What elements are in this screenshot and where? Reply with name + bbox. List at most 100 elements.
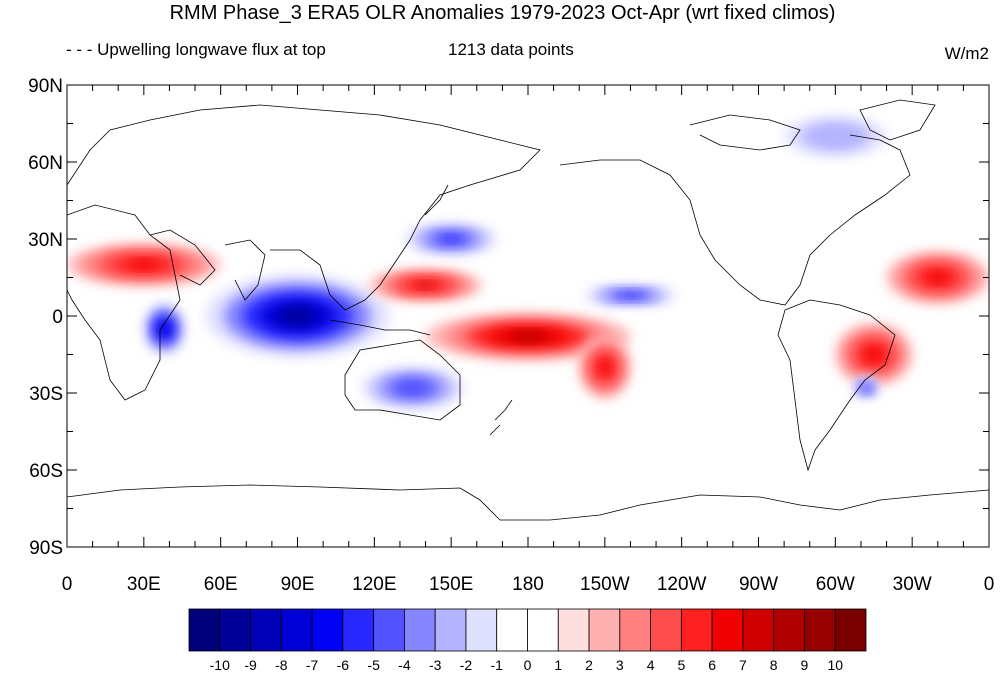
coastline-antarctica xyxy=(67,484,989,521)
colorbar-label: 8 xyxy=(770,657,778,673)
anomaly-contour xyxy=(599,361,610,374)
colorbar-label: 3 xyxy=(616,657,624,673)
coastline-eurasia xyxy=(67,104,541,221)
coastline-north-america xyxy=(559,134,911,306)
colorbar-label: -8 xyxy=(275,657,288,673)
anomaly-australia-negative xyxy=(361,367,464,409)
colorbar-label: -7 xyxy=(306,657,319,673)
anomaly-brazil-positive xyxy=(835,323,913,386)
coastline-arctic-islands xyxy=(689,114,801,151)
colorbar-swatch xyxy=(434,608,467,652)
anomaly-arabia-positive xyxy=(67,244,221,286)
lon-tick-label: 120E xyxy=(352,574,396,595)
anomaly-contour xyxy=(621,293,640,298)
colorbar-swatch xyxy=(804,608,836,652)
lat-tick-label: 30N xyxy=(28,230,63,251)
anomaly-contour xyxy=(927,272,949,283)
colorbar-swatch xyxy=(650,608,682,652)
colorbar-swatch xyxy=(773,608,805,652)
lon-tick-label: 60W xyxy=(816,574,855,595)
colorbar-label: -2 xyxy=(460,657,473,673)
coastline-australia xyxy=(344,339,461,421)
data-points-label: 1213 data points xyxy=(448,40,574,59)
colorbar-label: 10 xyxy=(827,657,843,673)
lat-tick-label: 0 xyxy=(52,307,63,328)
lon-tick-label: 90E xyxy=(281,574,315,595)
anomaly-pacific-central-positive xyxy=(425,313,631,360)
anomaly-contour xyxy=(402,383,423,392)
colorbar-swatch xyxy=(619,608,651,652)
colorbar-swatch xyxy=(588,608,621,652)
lat-tick-label: 60N xyxy=(28,153,63,174)
coastline-greenland xyxy=(859,99,936,141)
lon-tick-label: 30E xyxy=(127,574,161,595)
colorbar-label: 9 xyxy=(801,657,809,673)
anomaly-contour xyxy=(160,323,169,334)
lat-tick-label: 90S xyxy=(29,538,63,559)
colorbar-swatch xyxy=(404,608,436,652)
colorbar-swatch xyxy=(527,608,559,652)
colorbar-swatch xyxy=(311,608,344,652)
lon-tick-label: 90W xyxy=(739,574,778,595)
colorbar-swatch xyxy=(250,608,282,652)
colorbar-swatch xyxy=(280,608,313,652)
colorbar-label: 2 xyxy=(585,657,593,673)
colorbar-label: -6 xyxy=(337,657,350,673)
anomaly-contour xyxy=(818,129,853,144)
coastline-india xyxy=(224,239,266,301)
colorbar-swatch xyxy=(219,608,251,652)
coastline-arabia xyxy=(149,229,216,286)
anomaly-west-pacific-north-positive xyxy=(369,269,482,301)
coastline-se-asia xyxy=(270,219,421,311)
colorbar-swatch xyxy=(680,608,713,652)
lon-tick-label: 0 xyxy=(62,574,73,595)
coastline-new-zealand xyxy=(489,399,513,436)
lat-tick-label: 90N xyxy=(28,76,63,97)
lon-tick-label: 180 xyxy=(512,574,544,595)
anomaly-field xyxy=(67,115,989,409)
anomaly-north-pacific-negative xyxy=(584,285,677,306)
map-area xyxy=(67,85,989,547)
lon-tick-label: 30W xyxy=(893,574,932,595)
colorbar-label: 0 xyxy=(524,657,532,673)
anomaly-contour xyxy=(507,331,549,342)
coastline-africa xyxy=(67,204,181,401)
anomaly-spcz-positive xyxy=(579,336,631,399)
colorbar-swatch xyxy=(711,608,744,652)
colorbar-swatch xyxy=(342,608,375,652)
colorbar-swatch xyxy=(496,608,528,652)
coastline-japan xyxy=(424,184,449,216)
variable-label: - - - Upwelling longwave flux at top xyxy=(66,40,326,59)
anomaly-contour xyxy=(128,260,160,269)
anomaly-indian-ocean-negative xyxy=(205,274,390,358)
colorbar-label: 1 xyxy=(554,657,562,673)
lon-tick-label: 150E xyxy=(429,574,473,595)
anomaly-contour xyxy=(414,282,437,289)
anomaly-contour xyxy=(866,348,882,361)
anomaly-africa-east-negative xyxy=(143,303,185,355)
colorbar-label: -3 xyxy=(429,657,442,673)
colorbar-label: -10 xyxy=(210,657,230,673)
colorbar-label: -5 xyxy=(367,657,380,673)
colorbar-swatch xyxy=(742,608,775,652)
coastline-south-america xyxy=(777,299,896,472)
lon-tick-label: 60E xyxy=(204,574,238,595)
anomaly-arctic-negative xyxy=(784,115,887,157)
anomaly-contour xyxy=(441,235,461,243)
anomaly-japan-negative xyxy=(405,223,498,255)
lat-tick-label: 30S xyxy=(29,384,63,405)
coastline-indonesia xyxy=(329,319,431,336)
colorbar-label: -1 xyxy=(491,657,504,673)
axis-ticks: 90N 60N 30N 0 30S 60S 90S 0 30E 60E 90E 120E 150E 180… xyxy=(28,76,994,595)
colorbar-label: -9 xyxy=(244,657,257,673)
colorbar-label: 7 xyxy=(739,657,747,673)
colorbar-label: 6 xyxy=(708,657,716,673)
colorbar-label: -4 xyxy=(398,657,411,673)
colorbar-swatch xyxy=(465,608,498,652)
lat-tick-label: 60S xyxy=(29,461,63,482)
colorbar-swatch xyxy=(373,608,405,652)
colorbar-label: 5 xyxy=(677,657,685,673)
colorbar-swatch xyxy=(834,608,867,652)
anomaly-south-atlantic-negative xyxy=(853,377,879,399)
